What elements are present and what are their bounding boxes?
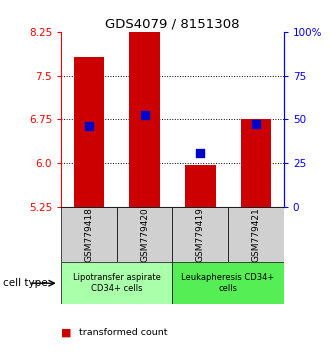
Title: GDS4079 / 8151308: GDS4079 / 8151308 — [105, 18, 240, 31]
Bar — [185, 165, 215, 207]
Bar — [61, 262, 173, 304]
Text: Lipotransfer aspirate
CD34+ cells: Lipotransfer aspirate CD34+ cells — [73, 274, 161, 293]
Text: cell type: cell type — [3, 278, 48, 288]
Bar — [61, 207, 117, 262]
Point — [142, 113, 147, 118]
Bar — [241, 120, 271, 207]
Text: GSM779420: GSM779420 — [140, 207, 149, 262]
Text: GSM779421: GSM779421 — [251, 207, 260, 262]
Bar — [173, 207, 228, 262]
Text: GSM779419: GSM779419 — [196, 207, 205, 262]
Bar — [228, 207, 284, 262]
Bar — [129, 10, 160, 207]
Bar — [74, 57, 104, 207]
Text: Leukapheresis CD34+
cells: Leukapheresis CD34+ cells — [182, 274, 275, 293]
Bar — [173, 262, 284, 304]
Bar — [117, 207, 173, 262]
Text: ■: ■ — [61, 328, 72, 338]
Point — [86, 124, 91, 129]
Text: transformed count: transformed count — [79, 328, 168, 337]
Point — [253, 121, 259, 126]
Text: GSM779418: GSM779418 — [84, 207, 93, 262]
Point — [198, 150, 203, 156]
